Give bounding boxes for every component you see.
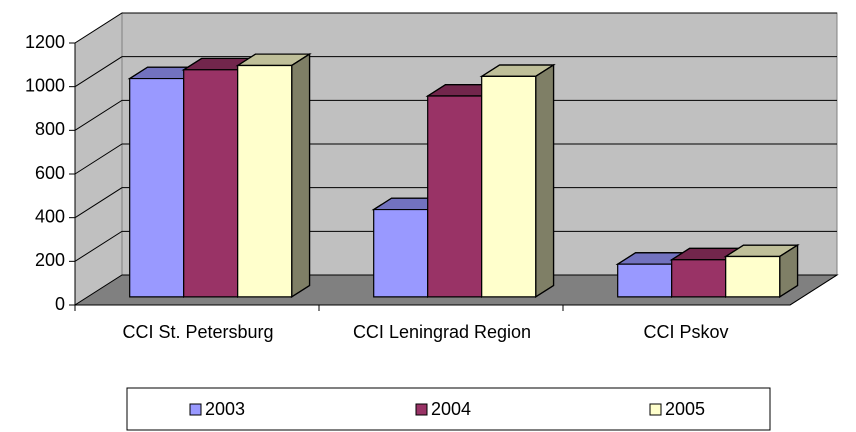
- grid-line: [74, 143, 837, 175]
- y-tick-label: 600: [35, 163, 65, 183]
- grid-line: [74, 187, 837, 219]
- legend-label: 2003: [205, 399, 245, 419]
- bar-front: [671, 259, 727, 298]
- y-tick-label: 200: [35, 250, 65, 270]
- grid-line: [74, 230, 837, 262]
- bar-front: [427, 95, 483, 298]
- bar-side-shade: [535, 63, 555, 298]
- legend-label: 2005: [665, 399, 705, 419]
- legend-swatch: [415, 403, 428, 416]
- bar-side-shade: [291, 52, 311, 298]
- bar-front: [725, 255, 781, 298]
- x-tick-label: CCI Leningrad Region: [353, 322, 531, 342]
- x-tick-label: CCI Pskov: [643, 322, 728, 342]
- y-tick-label: 1200: [25, 32, 65, 52]
- grid-line: [74, 99, 837, 131]
- bar-front: [237, 64, 293, 298]
- grid-line: [74, 56, 837, 88]
- grid-line: [74, 12, 837, 44]
- bar-front: [373, 208, 429, 298]
- bar-front: [129, 77, 185, 298]
- bar-front: [183, 69, 239, 298]
- y-tick-label: 400: [35, 206, 65, 226]
- legend-box: [126, 387, 771, 431]
- y-tick-label: 0: [55, 294, 65, 314]
- y-tick-label: 1000: [25, 75, 65, 95]
- legend-swatch: [649, 403, 662, 416]
- legend-swatch: [189, 403, 202, 416]
- y-tick-label: 800: [35, 119, 65, 139]
- bar-front: [617, 263, 673, 298]
- bar-front: [481, 75, 537, 298]
- legend-label: 2004: [431, 399, 471, 419]
- x-tick-label: CCI St. Petersburg: [122, 322, 273, 342]
- x-axis-depth: [789, 274, 838, 306]
